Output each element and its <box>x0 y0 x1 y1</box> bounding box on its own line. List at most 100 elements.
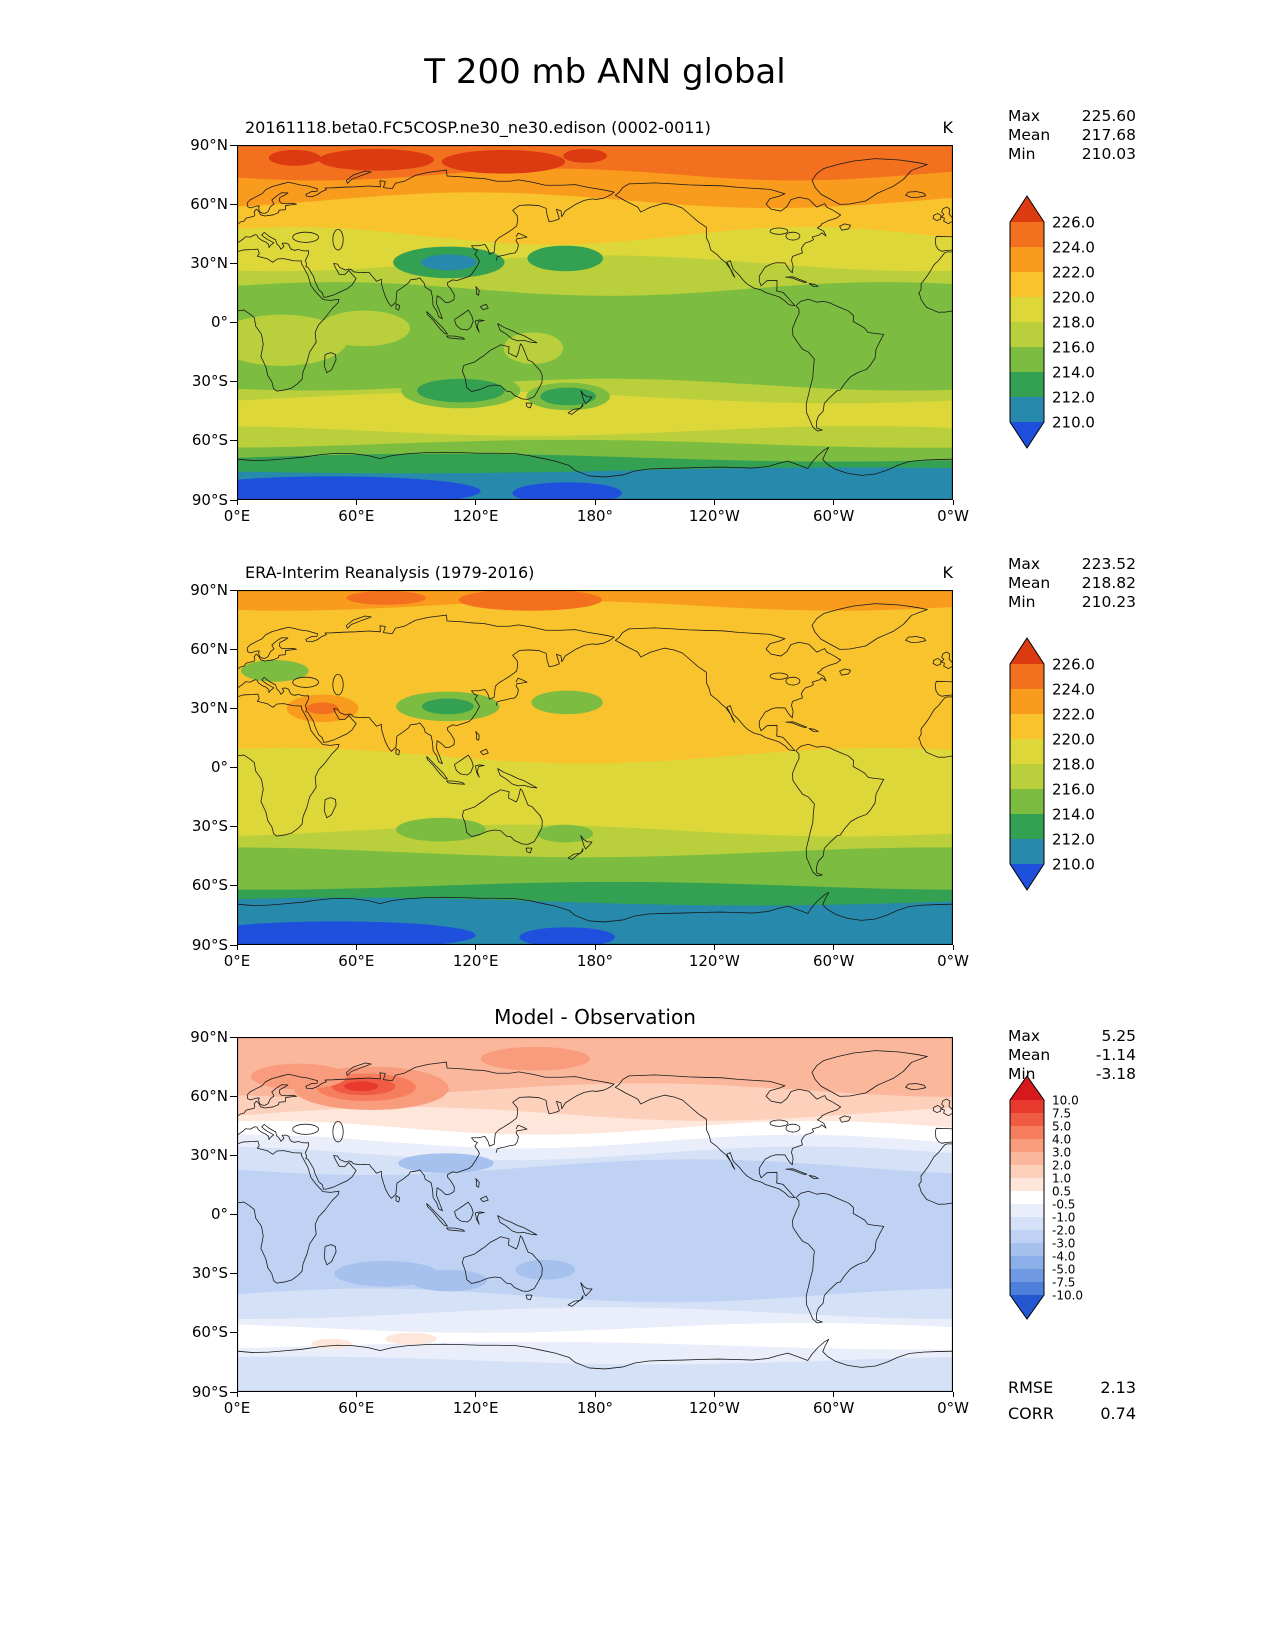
x-tick-label: 0°W <box>937 1399 969 1417</box>
y-tick-mark <box>230 826 237 828</box>
lake-outline <box>292 231 319 243</box>
x-tick-label: 120°E <box>452 507 499 525</box>
stat-value: 225.60 <box>1081 107 1136 125</box>
panel-units-observation: K <box>942 563 954 582</box>
lake-outline <box>769 672 789 680</box>
stat-value: 0.74 <box>1100 1404 1136 1423</box>
colorbar-tick-label: 220.0 <box>1052 730 1095 748</box>
lake-outline <box>785 1123 801 1133</box>
stat-value: 2.13 <box>1100 1378 1136 1397</box>
x-tick-label: 60°E <box>338 952 375 970</box>
y-tick-mark <box>230 1036 237 1038</box>
x-tick-mark <box>833 1392 835 1397</box>
x-tick-mark <box>713 500 715 505</box>
map-model <box>237 145 953 500</box>
colorbar-tick-label: 3.0 <box>1052 1145 1071 1159</box>
colorbar-tick-label: 216.0 <box>1052 338 1095 356</box>
x-tick-label: 120°W <box>688 507 740 525</box>
model-field-map <box>237 145 953 500</box>
colorbar-tick-label: -1.0 <box>1052 1210 1075 1224</box>
x-tick-label: 180° <box>576 952 614 970</box>
y-tick-mark <box>230 707 237 709</box>
colorbar-tick-label: -4.0 <box>1052 1249 1075 1263</box>
y-tick-label: 60°N <box>190 639 228 658</box>
y-tick-label: 90°N <box>190 135 228 154</box>
lake-outline <box>332 229 344 251</box>
y-tick-label: 0° <box>210 313 228 331</box>
stats-block-model: Max 225.60 Mean 217.68 Min 210.03 <box>1008 107 1136 164</box>
stat-value: -1.14 <box>1095 1046 1136 1064</box>
x-tick-label: 120°W <box>688 952 740 970</box>
map-frame <box>237 145 953 500</box>
colorbar-tick-label: 218.0 <box>1052 313 1095 331</box>
x-tick-mark <box>355 1392 357 1397</box>
x-tick-label: 0°E <box>223 952 251 970</box>
y-tick-label: 90°S <box>191 1382 228 1401</box>
y-tick-mark <box>230 589 237 591</box>
colorbar-tick-label: 2.0 <box>1052 1158 1071 1172</box>
lake-outline <box>785 231 801 241</box>
x-tick-label: 180° <box>576 507 614 525</box>
stat-row: RMSE 2.13 <box>1008 1375 1136 1401</box>
x-tick-label: 0°W <box>937 507 969 525</box>
stat-row: Min 210.03 <box>1008 145 1136 164</box>
y-tick-mark <box>230 144 237 146</box>
coastlines <box>237 603 953 923</box>
colorbar-tick-label: 214.0 <box>1052 805 1095 823</box>
x-tick-mark <box>236 1392 238 1397</box>
x-tick-mark <box>355 500 357 505</box>
colorbar-svg: 226.0 224.0 222.0 220.0 218.0 216.0 214.0 212.0… <box>1009 195 1095 449</box>
x-tick-label: 60°E <box>338 507 375 525</box>
y-tick-label: 0° <box>210 1205 228 1223</box>
colorbar-tick-label: -10.0 <box>1052 1288 1083 1302</box>
colorbar-tick-label: 10.0 <box>1052 1093 1079 1107</box>
x-tick-mark <box>475 1392 477 1397</box>
stat-row: Mean 217.68 <box>1008 126 1136 145</box>
colorbar-tick-label: 210.0 <box>1052 855 1095 873</box>
colorbar-tick-label: 222.0 <box>1052 263 1095 281</box>
colorbar-tick-label: 1.0 <box>1052 1171 1071 1185</box>
coastlines <box>237 1050 953 1370</box>
y-tick-label: 30°S <box>191 817 228 836</box>
x-tick-mark <box>713 945 715 950</box>
colorbar-observation: 226.0 224.0 222.0 220.0 218.0 216.0 214.0 212.0… <box>1008 635 1158 898</box>
x-tick-mark <box>952 945 954 950</box>
x-tick-label: 120°E <box>452 952 499 970</box>
colorbar-tick-label: 212.0 <box>1052 830 1095 848</box>
y-tick-label: 60°N <box>190 194 228 213</box>
panel-title-observation: ERA-Interim Reanalysis (1979-2016) <box>245 563 535 582</box>
stat-label: CORR <box>1008 1404 1054 1423</box>
colorbar-tick-label: -0.5 <box>1052 1197 1075 1211</box>
observation-field-map <box>237 590 953 945</box>
colorbar-tick-label: 210.0 <box>1052 413 1095 431</box>
x-tick-mark <box>833 945 835 950</box>
stat-row: Min 210.23 <box>1008 593 1136 612</box>
y-tick-mark <box>230 262 237 264</box>
stat-row: Mean 218.82 <box>1008 574 1136 593</box>
y-tick-mark <box>230 1154 237 1156</box>
x-tick-mark <box>594 500 596 505</box>
stat-row: Mean -1.14 <box>1008 1046 1136 1065</box>
stat-value: 217.68 <box>1081 126 1136 144</box>
colorbar-tick-label: 5.0 <box>1052 1119 1071 1133</box>
stat-row: Max 5.25 <box>1008 1027 1136 1046</box>
x-tick-mark <box>594 945 596 950</box>
y-tick-label: 30°N <box>190 698 228 717</box>
map-frame <box>237 590 953 945</box>
stat-value: 218.82 <box>1081 574 1136 592</box>
y-tick-mark <box>230 1273 237 1275</box>
colorbar-tick-label: 224.0 <box>1052 680 1095 698</box>
y-tick-mark <box>230 1095 237 1097</box>
colorbar-tick-label: -7.5 <box>1052 1275 1075 1289</box>
lake-outline <box>769 227 789 235</box>
lake-outline <box>785 676 801 686</box>
y-tick-mark <box>230 1332 237 1334</box>
y-tick-mark <box>230 499 237 501</box>
stat-row: Max 225.60 <box>1008 107 1136 126</box>
stat-label: Mean <box>1008 1046 1051 1064</box>
y-tick-label: 60°S <box>191 431 228 450</box>
y-tick-label: 90°S <box>191 935 228 954</box>
stat-value: 5.25 <box>1101 1027 1136 1045</box>
y-tick-label: 60°N <box>190 1086 228 1105</box>
